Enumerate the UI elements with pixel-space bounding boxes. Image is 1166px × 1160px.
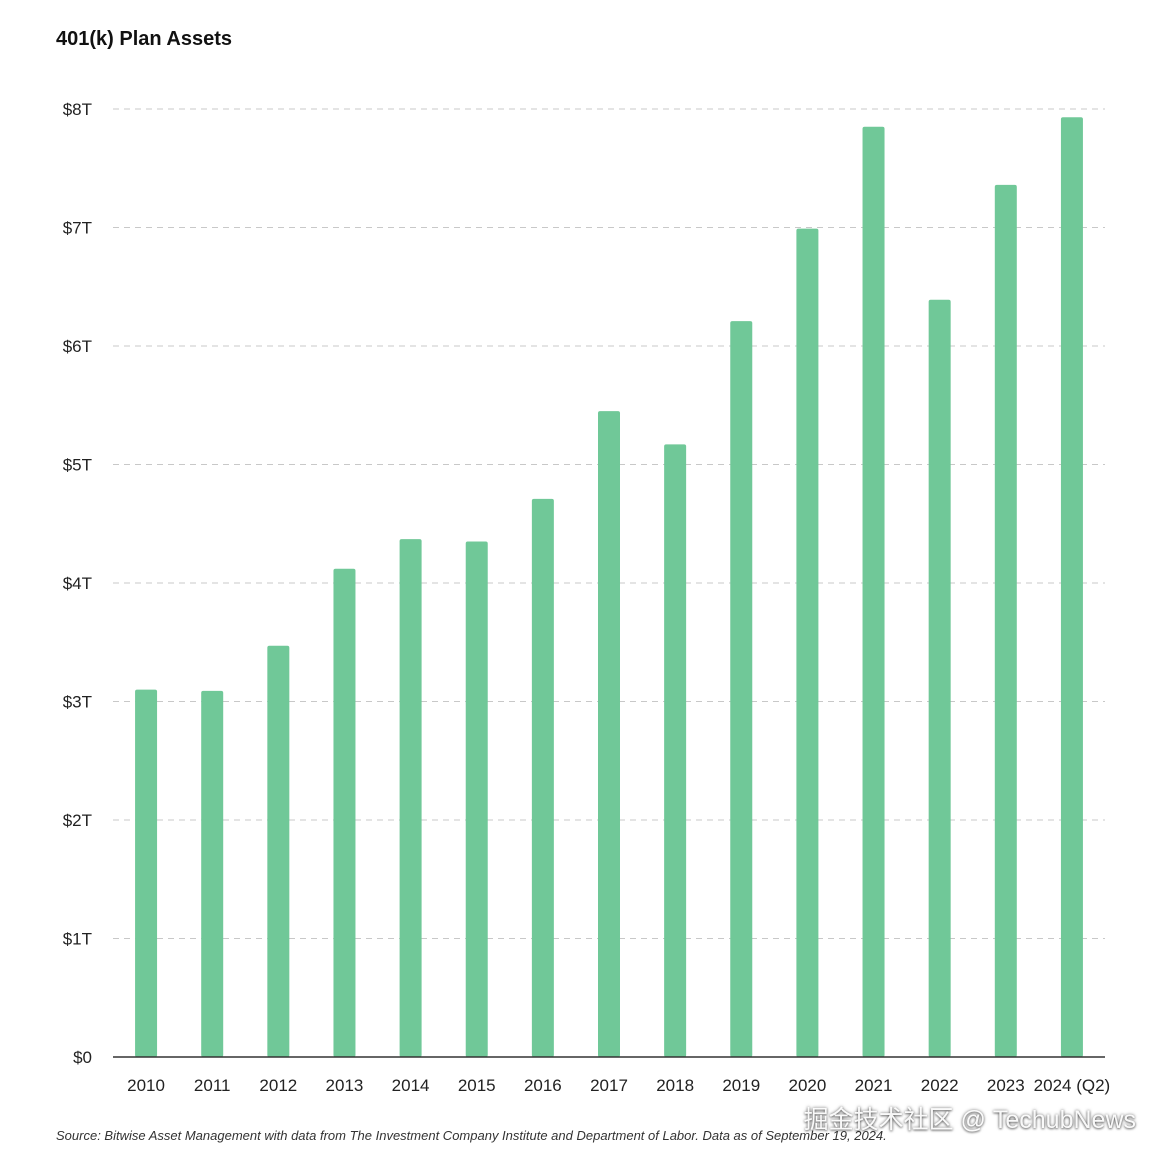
x-tick-label: 2017 (590, 1076, 628, 1095)
bar (267, 645, 290, 1057)
bar (928, 299, 951, 1057)
bar (135, 689, 158, 1057)
x-tick-label: 2019 (722, 1076, 760, 1095)
x-tick-label: 2013 (326, 1076, 364, 1095)
bar (862, 126, 885, 1057)
bar (1060, 117, 1083, 1058)
y-tick-label: $0 (73, 1048, 92, 1067)
x-tick-label: 2024 (Q2) (1034, 1076, 1111, 1095)
x-tick-label: 2010 (127, 1076, 165, 1095)
y-tick-label: $8T (63, 100, 92, 119)
y-tick-label: $5T (63, 456, 92, 475)
bar (796, 228, 819, 1057)
bar (399, 539, 422, 1057)
bar (531, 498, 554, 1057)
x-tick-label: 2021 (855, 1076, 893, 1095)
bars (135, 117, 1083, 1058)
x-tick-label: 2020 (788, 1076, 826, 1095)
x-tick-label: 2018 (656, 1076, 694, 1095)
x-tick-label: 2012 (259, 1076, 297, 1095)
y-axis-ticks: $0 $1T $2T $3T $4T $5T $6T $7T $8T (63, 100, 92, 1067)
y-tick-label: $7T (63, 219, 92, 238)
bar (598, 411, 620, 1057)
y-tick-label: $2T (63, 811, 92, 830)
watermark: 掘金技术社区 @ TechubNews (803, 1106, 1136, 1134)
x-tick-label: 2014 (392, 1076, 430, 1095)
source-note: Source: Bitwise Asset Management with da… (56, 1128, 887, 1143)
x-tick-label: 2016 (524, 1076, 562, 1095)
bar (333, 568, 356, 1057)
y-tick-label: $4T (63, 574, 92, 593)
bar (994, 184, 1017, 1058)
y-tick-label: $1T (63, 930, 92, 949)
x-tick-label: 2011 (194, 1076, 231, 1095)
x-tick-label: 2023 (987, 1076, 1025, 1095)
x-tick-label: 2015 (458, 1076, 496, 1095)
bar (201, 690, 224, 1057)
y-tick-label: $3T (63, 693, 92, 712)
bar (465, 541, 488, 1057)
x-tick-label: 2022 (921, 1076, 959, 1095)
chart-title: 401(k) Plan Assets (56, 28, 233, 50)
bar (664, 444, 687, 1058)
bar (730, 321, 753, 1057)
x-axis-ticks: 2010 2011 2012 2013 2014 2015 2016 2017 2018 2019… (127, 1076, 1110, 1095)
y-tick-label: $6T (63, 337, 92, 356)
